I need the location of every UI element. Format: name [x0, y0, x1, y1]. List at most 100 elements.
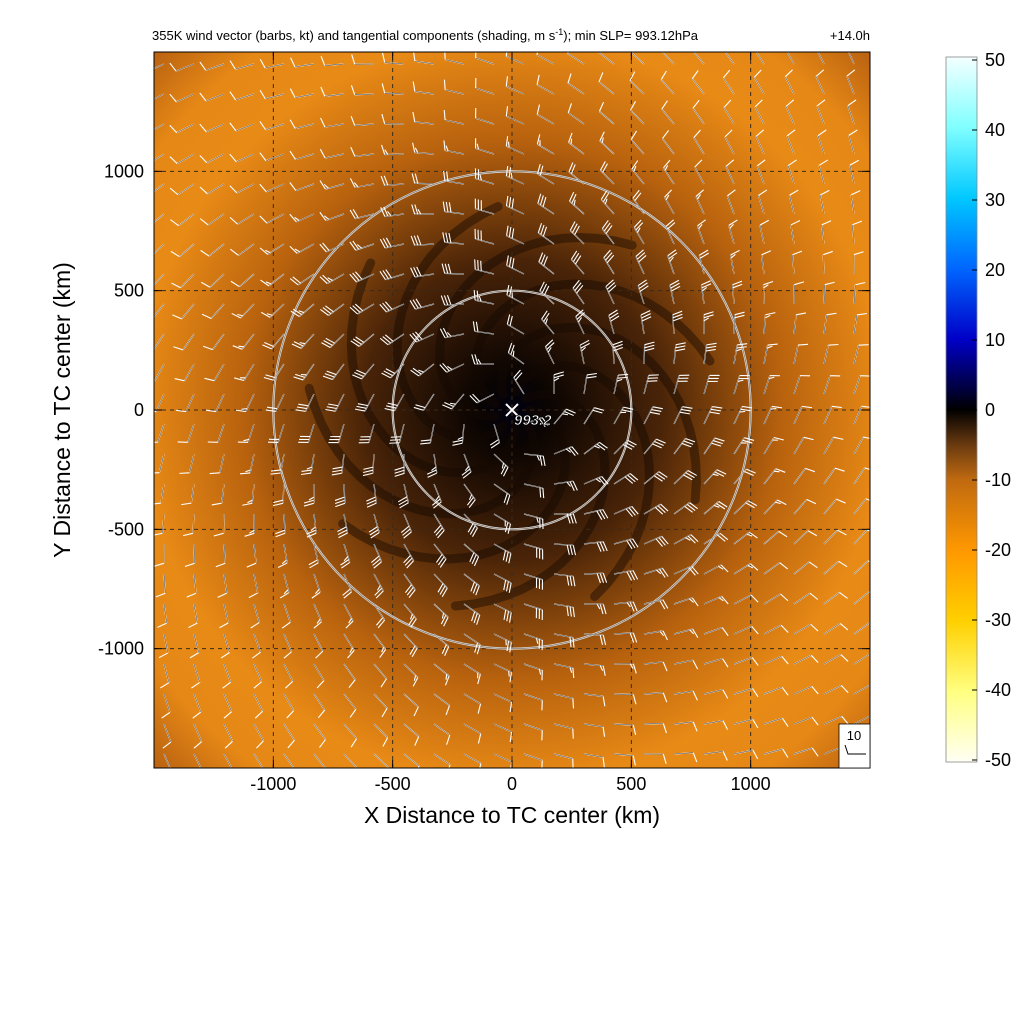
wind-barb: [222, 663, 232, 689]
wind-barb: [493, 483, 511, 505]
wind-barb: [350, 85, 375, 96]
wind-barb: [313, 663, 325, 689]
wind-barb: [211, 483, 225, 506]
wind-barb: [319, 242, 345, 253]
wind-barb: [847, 99, 857, 125]
spiral-band: [435, 232, 637, 421]
wind-barb: [763, 375, 780, 395]
wind-barb: [733, 343, 748, 365]
wind-barb: [703, 750, 728, 761]
wind-barb: [505, 76, 525, 95]
wind-barb: [643, 722, 667, 734]
wind-barb: [570, 250, 585, 275]
wind-barb: [523, 753, 543, 768]
wind-barb: [337, 513, 349, 539]
wind-barb: [613, 723, 637, 736]
wind-barb: [262, 333, 285, 350]
wind-barb: [848, 129, 858, 155]
wind-barb: [183, 513, 195, 537]
wind-barb: [823, 281, 835, 305]
wind-barb: [725, 159, 735, 185]
wind-barb: [433, 573, 448, 598]
wind-barb: [439, 327, 465, 339]
wind-barb: [673, 502, 698, 515]
wind-barb: [279, 573, 290, 599]
wind-barb: [229, 153, 255, 163]
wind-barb: [583, 407, 605, 425]
wind-barb: [523, 723, 543, 741]
wind-barb: [793, 467, 816, 485]
wind-barb: [733, 656, 759, 666]
wind-barb: [431, 483, 442, 509]
wind-barb: [608, 309, 620, 335]
wind-barb: [410, 363, 435, 377]
wind-barb: [673, 752, 698, 763]
wind-barb: [250, 603, 260, 629]
wind-barb: [763, 343, 778, 365]
wind-barb: [154, 423, 165, 443]
wind-barb: [579, 339, 590, 365]
wind-barb: [223, 693, 233, 719]
wind-barb: [253, 663, 263, 689]
wind-barb: [289, 88, 315, 99]
wind-barb: [662, 130, 675, 155]
wind-barb: [729, 249, 740, 275]
wind-barb: [793, 343, 809, 365]
wind-barb: [823, 436, 844, 455]
wind-barb: [846, 69, 856, 95]
wind-barb: [229, 60, 255, 70]
wind-barb: [763, 748, 789, 758]
colorbar-tick-label: 0: [985, 400, 995, 420]
wind-barb: [154, 393, 165, 413]
wind-barb: [205, 393, 225, 413]
wind-barb: [263, 363, 285, 381]
wind-barb: [215, 543, 226, 568]
wind-barb: [823, 560, 848, 575]
colorbar-tick-label: 10: [985, 330, 1005, 350]
wind-barb: [199, 183, 225, 195]
y-tick-label: 0: [134, 400, 144, 420]
wind-barb: [726, 189, 736, 215]
wind-barb: [853, 622, 870, 635]
wind-barb: [505, 195, 525, 215]
spiral-band: [496, 323, 701, 505]
wind-barb: [179, 453, 195, 474]
wind-barb: [793, 716, 819, 726]
wind-barb: [409, 331, 435, 343]
wind-barb: [793, 281, 805, 305]
wind-barb: [513, 369, 525, 395]
wind-barb: [633, 219, 645, 245]
wind-barb: [544, 339, 555, 365]
wind-barb: [583, 572, 608, 584]
wind-barb: [629, 71, 645, 95]
wind-barb: [199, 92, 225, 102]
wind-barb: [539, 281, 555, 305]
y-tick-label: -500: [108, 519, 144, 539]
wind-barb: [506, 285, 525, 305]
wind-barb: [230, 273, 255, 288]
wind-barb: [350, 333, 375, 347]
wind-barb: [733, 468, 756, 485]
wind-barb: [673, 721, 698, 732]
wind-barb: [229, 91, 255, 101]
wind-barb: [630, 101, 645, 125]
wind-barb: [733, 749, 759, 760]
wind-barb: [373, 633, 387, 658]
wind-barb: [493, 693, 513, 713]
wind-barb: [793, 685, 819, 695]
wind-barb: [259, 152, 285, 162]
wind-barb: [793, 747, 819, 757]
wind-barb: [613, 693, 637, 705]
wind-barb: [853, 653, 870, 665]
wind-barb: [493, 723, 513, 743]
wind-barb: [173, 333, 195, 351]
wind-barb: [268, 423, 285, 443]
wind-barb: [691, 70, 705, 95]
wind-barb: [193, 723, 203, 749]
wind-barb: [568, 162, 585, 185]
wind-barb: [553, 513, 577, 524]
wind-barb: [433, 633, 450, 656]
wind-barb: [389, 423, 405, 444]
wind-barb: [154, 243, 165, 255]
wind-barb: [373, 693, 388, 718]
